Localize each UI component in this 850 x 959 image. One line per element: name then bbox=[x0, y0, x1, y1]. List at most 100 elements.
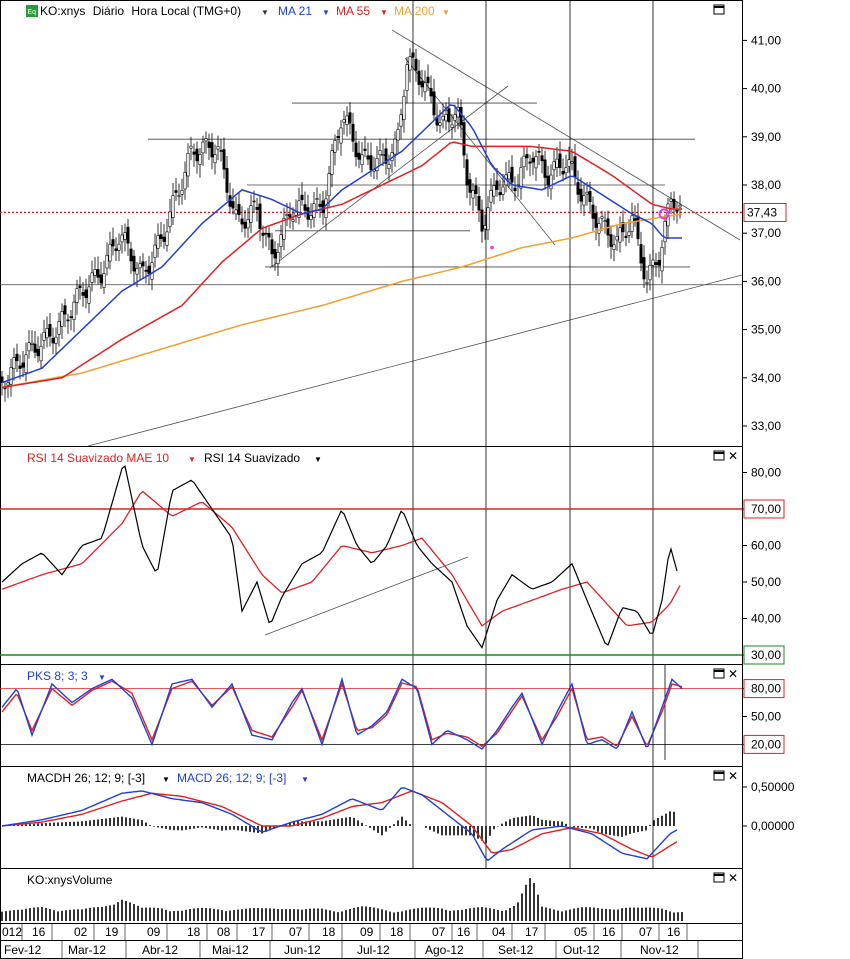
ma21-line bbox=[1, 104, 682, 384]
ma200-dropdown-icon[interactable]: ▼ bbox=[442, 8, 450, 17]
symbol-label[interactable]: KO:xnys bbox=[40, 4, 85, 18]
candle-body bbox=[18, 365, 22, 369]
macd-close-icon[interactable]: ✕ bbox=[728, 769, 738, 783]
candle-body bbox=[6, 382, 10, 386]
candle-body bbox=[327, 173, 331, 197]
panel-frames bbox=[0, 0, 743, 959]
candle-body bbox=[303, 204, 307, 211]
candle-body bbox=[183, 172, 187, 190]
guide-layer bbox=[0, 0, 743, 868]
candle-body bbox=[339, 127, 343, 144]
pks-level-box bbox=[743, 734, 785, 754]
macd-maximize-icon[interactable] bbox=[713, 770, 725, 781]
candle-body bbox=[252, 200, 256, 203]
candle-body bbox=[3, 387, 7, 390]
signal-marker bbox=[658, 208, 670, 220]
candle-body bbox=[468, 179, 472, 193]
pks-close-icon[interactable]: ✕ bbox=[728, 667, 738, 681]
macd-legend[interactable]: MACD 26; 12; 9; [-3] bbox=[177, 771, 286, 785]
pks-dropdown-icon[interactable]: ▼ bbox=[98, 673, 106, 682]
symbol-dropdown-icon[interactable]: ▼ bbox=[261, 8, 269, 17]
candle-body bbox=[138, 263, 142, 269]
ma200-legend[interactable]: MA 200 bbox=[394, 4, 435, 18]
candle-body bbox=[156, 235, 160, 249]
candle-body bbox=[114, 248, 118, 251]
candle-body bbox=[633, 218, 637, 222]
pks-legend[interactable]: PKS 8; 3; 3 bbox=[27, 669, 88, 683]
candle-body bbox=[258, 203, 262, 230]
day-tick-label: 02 bbox=[74, 925, 88, 939]
maximize-icon[interactable] bbox=[713, 4, 725, 15]
candle-body bbox=[0, 376, 4, 383]
candle-body bbox=[558, 153, 562, 168]
candle-body bbox=[237, 204, 241, 215]
timezone-label[interactable]: Hora Local (TMG+0) bbox=[131, 4, 241, 18]
candle-body bbox=[99, 274, 103, 284]
candle-body bbox=[537, 151, 541, 153]
volume-maximize-icon[interactable] bbox=[713, 872, 725, 883]
rsi-maximize-icon[interactable] bbox=[713, 450, 725, 461]
candle-body bbox=[624, 235, 628, 238]
day-tick-label: 18 bbox=[187, 925, 201, 939]
candle-body bbox=[513, 187, 517, 192]
candle-body bbox=[444, 113, 448, 122]
candle-body bbox=[309, 215, 313, 221]
macd-dropdown-icon[interactable]: ▼ bbox=[301, 775, 309, 784]
candle-body bbox=[615, 236, 619, 241]
last-price-box bbox=[743, 202, 787, 222]
candle-body bbox=[546, 175, 550, 186]
day-tick-label: 09 bbox=[147, 925, 161, 939]
candle-body bbox=[630, 215, 634, 232]
macdh-dropdown-icon[interactable]: ▼ bbox=[162, 775, 170, 784]
rsi-dropdown-icon[interactable]: ▼ bbox=[314, 455, 322, 464]
day-tick-label: 07 bbox=[289, 925, 303, 939]
candle-body bbox=[174, 190, 178, 193]
candle-body bbox=[675, 209, 679, 212]
candle-body bbox=[393, 138, 397, 155]
candle-body bbox=[417, 70, 421, 85]
candle-body bbox=[561, 170, 565, 175]
candle-body bbox=[462, 122, 466, 156]
candle-body bbox=[72, 301, 76, 320]
candle-body bbox=[42, 332, 46, 341]
month-tick-label: Ago-12 bbox=[425, 943, 464, 957]
ma21-dropdown-icon[interactable]: ▼ bbox=[322, 8, 330, 17]
candle-body bbox=[15, 353, 19, 362]
ma55-legend[interactable]: MA 55 bbox=[336, 4, 370, 18]
candle-body bbox=[294, 211, 298, 216]
interval-label[interactable]: Diário bbox=[93, 4, 125, 18]
rsi-legend[interactable]: RSI 14 Suavizado bbox=[204, 451, 300, 465]
day-tick-label: 07 bbox=[639, 925, 653, 939]
candle-body bbox=[36, 348, 40, 357]
candle-body bbox=[39, 345, 43, 362]
candle-body bbox=[480, 209, 484, 232]
day-tick-label: 17 bbox=[525, 925, 539, 939]
candle-body bbox=[588, 191, 592, 203]
candle-body bbox=[357, 152, 361, 160]
symbol-icon-glyph: Eq bbox=[28, 9, 37, 16]
candle-body bbox=[255, 207, 259, 210]
rsi-mae-legend[interactable]: RSI 14 Suavizado MAE 10 bbox=[27, 451, 169, 465]
rsi-mae-dropdown-icon[interactable]: ▼ bbox=[188, 455, 196, 464]
volume-legend[interactable]: KO:xnysVolume bbox=[27, 873, 113, 887]
candle-body bbox=[219, 150, 223, 152]
rsi-tick-label: 50,00 bbox=[751, 575, 781, 589]
pks-maximize-icon[interactable] bbox=[713, 668, 725, 679]
rsi-level-box bbox=[743, 645, 785, 665]
candle-body bbox=[651, 259, 655, 266]
day-tick-label: 05 bbox=[574, 925, 588, 939]
trendline-0 bbox=[87, 274, 743, 447]
month-tick-label: Abr-12 bbox=[142, 943, 178, 957]
candle-body bbox=[450, 124, 454, 128]
ma55-dropdown-icon[interactable]: ▼ bbox=[380, 8, 388, 17]
macdh-legend[interactable]: MACDH 26; 12; 9; [-3] bbox=[27, 771, 145, 785]
month-tick-label: Jun-12 bbox=[284, 943, 321, 957]
svg-text:KO:xnys Diário Hor[interactable]: KO:xnys Diário Hora Local (TMG+0) bbox=[40, 4, 241, 18]
candle-body bbox=[348, 112, 352, 124]
ma21-legend[interactable]: MA 21 bbox=[278, 4, 312, 18]
volume-close-icon[interactable]: ✕ bbox=[728, 871, 738, 885]
rsi-close-icon[interactable]: ✕ bbox=[728, 449, 738, 463]
rsi-panel-header: RSI 14 Suavizado MAE 10 ▼ RSI 14 Suaviza… bbox=[27, 449, 738, 465]
candle-body bbox=[573, 156, 577, 178]
